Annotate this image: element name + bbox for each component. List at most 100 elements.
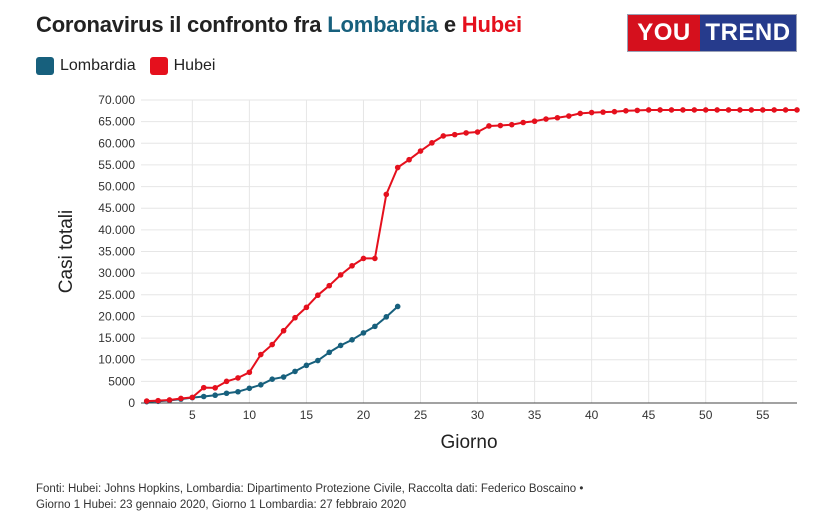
grid bbox=[141, 99, 797, 404]
data-point-hubei[interactable] bbox=[360, 255, 367, 262]
y-tick-label: 60.000 bbox=[98, 136, 135, 150]
data-point-hubei[interactable] bbox=[257, 351, 264, 358]
data-point-lombardia[interactable] bbox=[349, 337, 355, 343]
data-point-hubei[interactable] bbox=[463, 130, 469, 136]
data-point-hubei[interactable] bbox=[326, 282, 333, 289]
data-point-lombardia[interactable] bbox=[246, 385, 253, 392]
data-point-hubei[interactable] bbox=[520, 119, 526, 126]
data-point-hubei[interactable] bbox=[691, 107, 698, 113]
title-lombardia: Lombardia bbox=[327, 12, 438, 37]
data-point-hubei[interactable] bbox=[759, 107, 766, 113]
x-axis-ticks: 5 10 15 20 25 30 35 40 45 50 55 bbox=[189, 408, 770, 422]
data-point-hubei[interactable] bbox=[600, 109, 606, 115]
data-point-hubei[interactable] bbox=[223, 378, 230, 385]
chart-title: Coronavirus il confronto fra Lombardia e… bbox=[36, 12, 522, 38]
sources-note: Fonti: Hubei: Johns Hopkins, Lombardia: … bbox=[36, 481, 583, 513]
data-point-hubei[interactable] bbox=[782, 107, 789, 113]
data-point-hubei[interactable] bbox=[178, 395, 184, 402]
data-point-hubei[interactable] bbox=[383, 191, 390, 198]
data-point-hubei[interactable] bbox=[303, 304, 310, 311]
y-axis-title: Casi totali bbox=[56, 210, 77, 293]
data-point-hubei[interactable] bbox=[212, 385, 218, 391]
data-point-hubei[interactable] bbox=[155, 397, 161, 404]
data-point-hubei[interactable] bbox=[588, 109, 595, 116]
data-point-lombardia[interactable] bbox=[315, 357, 321, 364]
data-point-hubei[interactable] bbox=[531, 118, 538, 125]
data-point-hubei[interactable] bbox=[702, 107, 709, 113]
data-point-hubei[interactable] bbox=[771, 107, 777, 113]
data-point-hubei[interactable] bbox=[554, 114, 561, 121]
data-point-hubei[interactable] bbox=[497, 122, 504, 129]
data-point-hubei[interactable] bbox=[508, 121, 515, 128]
data-point-hubei[interactable] bbox=[737, 107, 743, 113]
data-point-lombardia[interactable] bbox=[257, 382, 264, 388]
data-point-hubei[interactable] bbox=[440, 133, 447, 139]
data-point-hubei[interactable] bbox=[406, 156, 412, 163]
series-layer bbox=[143, 107, 800, 405]
data-point-hubei[interactable] bbox=[566, 113, 572, 119]
data-point-lombardia[interactable] bbox=[360, 330, 367, 336]
x-tick-label: 55 bbox=[756, 408, 770, 422]
data-point-lombardia[interactable] bbox=[292, 368, 298, 375]
data-point-lombardia[interactable] bbox=[372, 323, 378, 330]
data-point-hubei[interactable] bbox=[200, 384, 207, 391]
y-tick-label: 50.000 bbox=[98, 180, 135, 194]
data-point-hubei[interactable] bbox=[486, 123, 492, 129]
data-point-hubei[interactable] bbox=[645, 107, 652, 113]
data-point-lombardia[interactable] bbox=[394, 303, 401, 310]
data-point-hubei[interactable] bbox=[429, 140, 435, 146]
data-point-hubei[interactable] bbox=[623, 108, 629, 114]
data-point-hubei[interactable] bbox=[543, 116, 549, 122]
data-point-hubei[interactable] bbox=[246, 369, 253, 376]
data-point-hubei[interactable] bbox=[657, 107, 663, 113]
y-tick-label: 65.000 bbox=[98, 115, 135, 129]
data-point-lombardia[interactable] bbox=[235, 388, 241, 395]
series-line-lombardia bbox=[146, 305, 399, 403]
data-point-hubei[interactable] bbox=[680, 107, 686, 113]
data-point-lombardia[interactable] bbox=[383, 314, 390, 320]
sources-line-2: Giorno 1 Hubei: 23 gennaio 2020, Giorno … bbox=[36, 499, 407, 511]
title-mid: e bbox=[437, 12, 462, 37]
data-point-lombardia[interactable] bbox=[303, 362, 310, 369]
data-point-hubei[interactable] bbox=[668, 107, 675, 113]
data-point-hubei[interactable] bbox=[349, 262, 355, 269]
data-point-hubei[interactable] bbox=[394, 164, 401, 171]
data-point-hubei[interactable] bbox=[280, 327, 287, 334]
data-point-hubei[interactable] bbox=[714, 107, 720, 113]
x-tick-label: 30 bbox=[471, 408, 485, 422]
data-point-lombardia[interactable] bbox=[326, 349, 333, 356]
data-point-hubei[interactable] bbox=[372, 255, 378, 262]
data-point-hubei[interactable] bbox=[417, 148, 424, 154]
data-point-hubei[interactable] bbox=[269, 341, 276, 348]
data-point-hubei[interactable] bbox=[725, 107, 732, 113]
data-point-hubei[interactable] bbox=[315, 292, 321, 299]
data-point-lombardia[interactable] bbox=[280, 374, 287, 380]
data-point-hubei[interactable] bbox=[337, 272, 344, 278]
data-point-hubei[interactable] bbox=[794, 107, 800, 113]
data-point-hubei[interactable] bbox=[748, 107, 755, 113]
data-point-hubei[interactable] bbox=[235, 375, 241, 381]
y-tick-label: 10.000 bbox=[98, 353, 135, 367]
y-tick-label: 0 bbox=[128, 396, 135, 410]
data-point-lombardia[interactable] bbox=[337, 342, 344, 349]
data-point-hubei[interactable] bbox=[611, 108, 618, 115]
legend-item-lombardia[interactable]: Lombardia bbox=[36, 57, 136, 75]
data-point-hubei[interactable] bbox=[143, 398, 150, 404]
data-point-hubei[interactable] bbox=[634, 107, 641, 114]
data-point-lombardia[interactable] bbox=[200, 393, 207, 400]
data-point-hubei[interactable] bbox=[451, 131, 458, 138]
legend-item-hubei[interactable]: Hubei bbox=[149, 57, 215, 75]
data-point-hubei[interactable] bbox=[189, 394, 196, 401]
title-prefix: Coronavirus il confronto fra bbox=[36, 12, 328, 37]
data-point-hubei[interactable] bbox=[474, 129, 481, 135]
data-point-lombardia[interactable] bbox=[223, 390, 230, 397]
data-point-hubei[interactable] bbox=[166, 397, 173, 403]
x-tick-label: 15 bbox=[300, 408, 314, 422]
data-point-lombardia[interactable] bbox=[269, 376, 276, 382]
x-tick-label: 20 bbox=[357, 408, 371, 422]
youtrend-logo: YOU TREND bbox=[627, 14, 797, 52]
data-point-lombardia[interactable] bbox=[212, 392, 218, 399]
data-point-hubei[interactable] bbox=[292, 314, 298, 321]
data-point-hubei[interactable] bbox=[577, 110, 584, 117]
